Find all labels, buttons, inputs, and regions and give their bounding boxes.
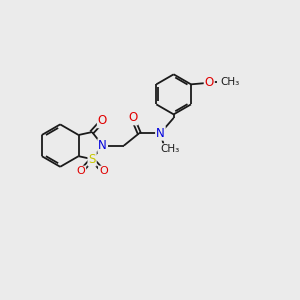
Text: O: O [76, 167, 85, 176]
Text: O: O [99, 167, 108, 176]
Text: N: N [98, 139, 107, 152]
Text: S: S [88, 153, 96, 166]
Text: CH₃: CH₃ [160, 144, 180, 154]
Text: O: O [98, 114, 107, 127]
Text: CH₃: CH₃ [220, 77, 240, 87]
Text: O: O [205, 76, 214, 89]
Text: O: O [128, 111, 137, 124]
Text: N: N [156, 127, 165, 140]
